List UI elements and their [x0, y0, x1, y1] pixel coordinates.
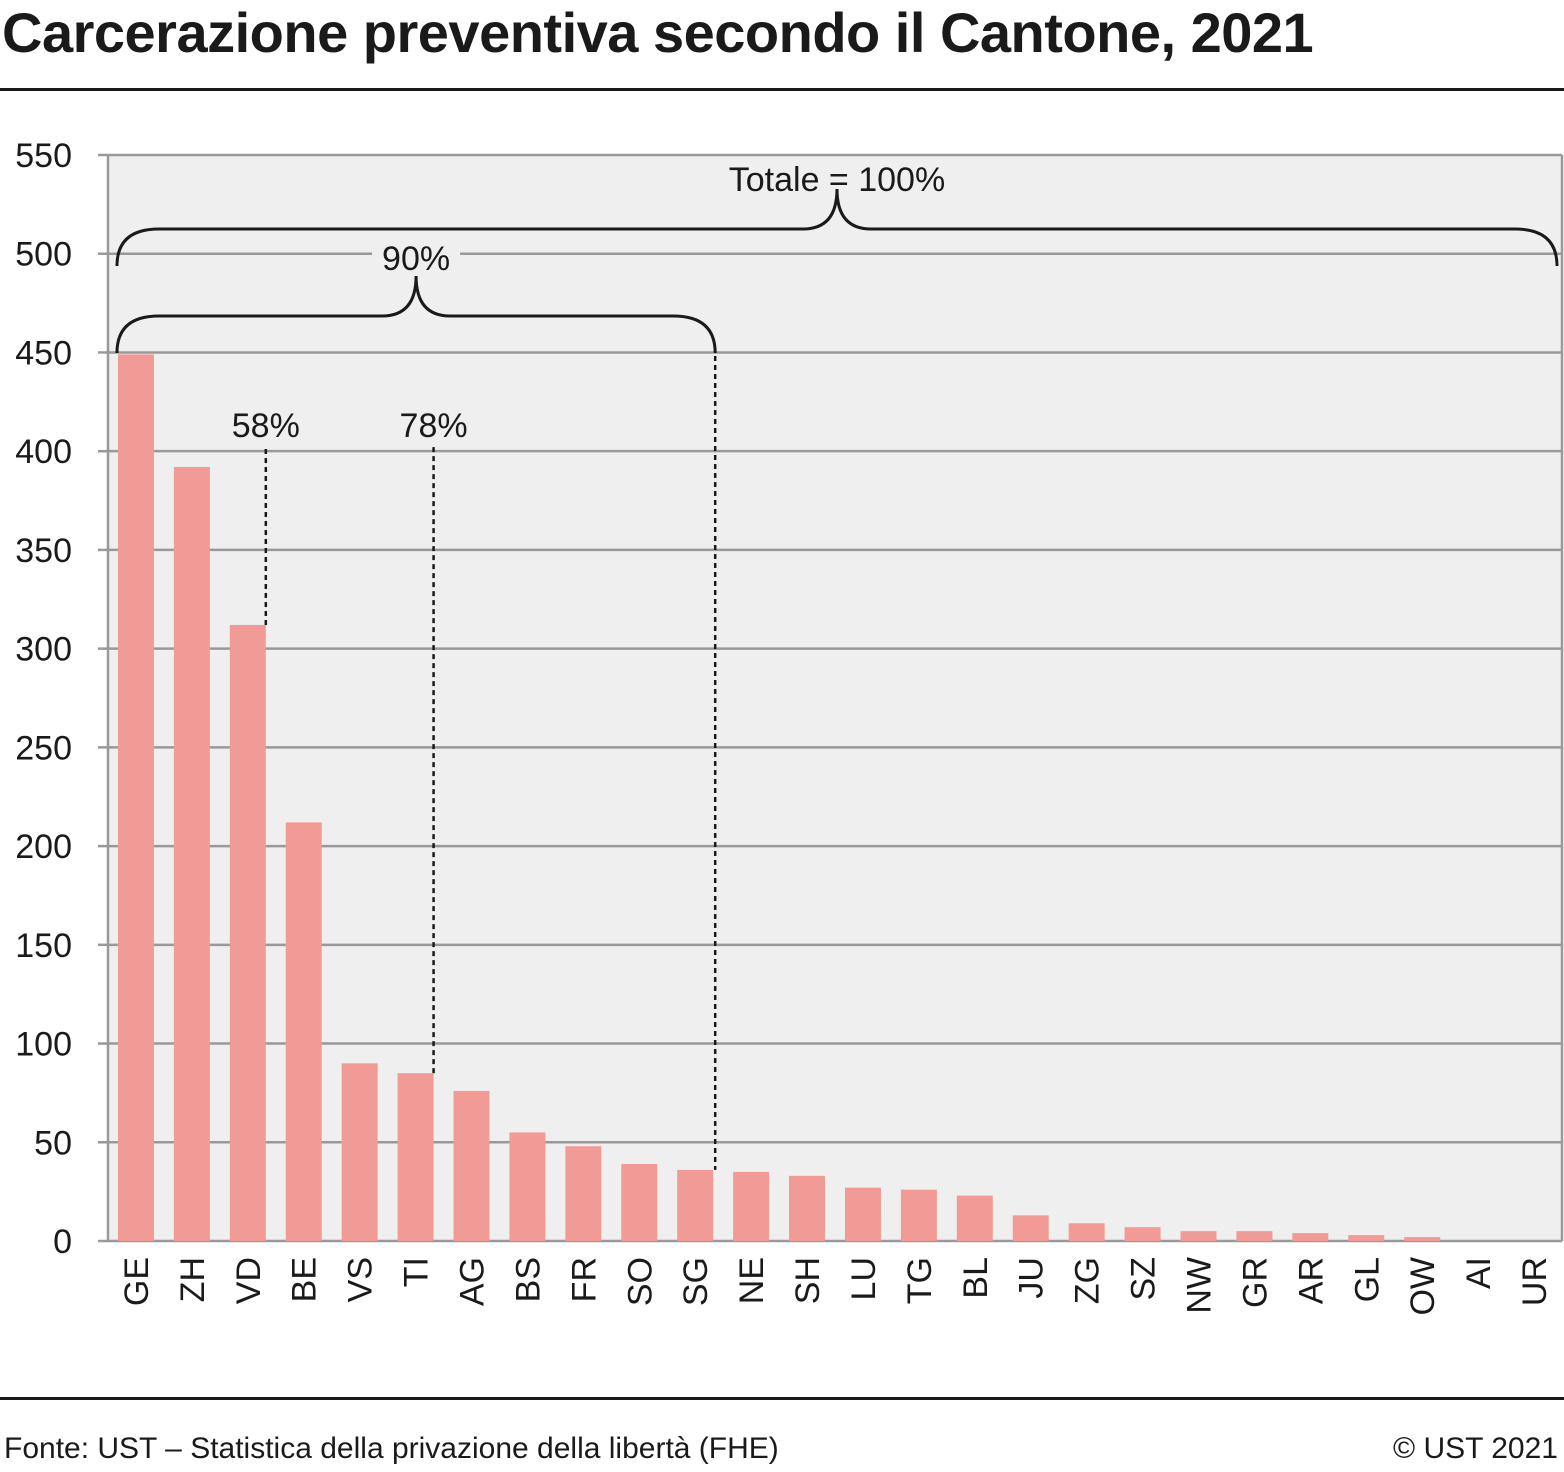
x-axis-ticks: GE ZH VD BE VS TI AG BS FR SO SG NE SH LU TG BL JU ZG SZ NW… — [118, 1257, 1554, 1316]
bar-SO — [621, 1163, 658, 1241]
y-tick-label: 0 — [53, 1223, 72, 1261]
x-tick-label: VS — [342, 1257, 380, 1302]
x-tick-label: ZH — [174, 1257, 212, 1302]
bar-SZ — [1124, 1227, 1161, 1241]
footer-divider — [0, 1397, 1564, 1400]
bar-ZG — [1068, 1223, 1105, 1241]
x-tick-label: GR — [1236, 1257, 1274, 1308]
title-divider — [0, 88, 1564, 91]
bar-SH — [789, 1175, 826, 1241]
bar-GE — [117, 354, 154, 1241]
x-tick-label: AG — [454, 1257, 492, 1306]
brace-total — [115, 188, 1559, 267]
x-tick-label: BE — [286, 1257, 324, 1302]
chart-title: Carcerazione preventiva secondo il Canto… — [2, 1, 1314, 64]
bar-FR — [565, 1146, 602, 1241]
x-tick-label: TI — [398, 1257, 436, 1287]
bar-GR — [1236, 1231, 1273, 1241]
y-tick-label: 300 — [15, 631, 72, 669]
bar-BL — [956, 1195, 993, 1241]
y-tick-label: 150 — [15, 927, 72, 965]
bar-GL — [1348, 1235, 1385, 1241]
y-tick-label: 350 — [15, 532, 72, 570]
x-tick-label: SG — [677, 1257, 715, 1306]
y-tick-label: 400 — [15, 433, 72, 471]
bar-JU — [1012, 1215, 1049, 1241]
annotations: 58% 78% 90% Totale = 100% — [115, 161, 1559, 1170]
y-tick-label: 100 — [15, 1026, 72, 1064]
brace-total-label: Totale = 100% — [729, 161, 945, 199]
bars — [117, 354, 1441, 1242]
x-tick-label: ZG — [1069, 1257, 1107, 1304]
bar-chart: 0 50 100 150 200 250 300 350 400 450 500 550 GE ZH VD… — [15, 137, 1564, 1316]
x-tick-label: JU — [1013, 1257, 1051, 1299]
bar-SG — [677, 1169, 714, 1241]
cumulative-marker-label: 58% — [232, 407, 300, 445]
bar-AR — [1292, 1233, 1329, 1241]
x-tick-label: NE — [733, 1257, 771, 1304]
bar-ZH — [173, 466, 210, 1242]
bar-TI — [397, 1073, 434, 1241]
x-tick-label: LU — [845, 1257, 883, 1300]
bar-BE — [285, 822, 322, 1241]
bar-AG — [453, 1090, 490, 1241]
cumulative-marker-label: 78% — [400, 407, 468, 445]
x-tick-label: SH — [789, 1257, 827, 1304]
x-tick-label: FR — [565, 1257, 603, 1302]
brace-90 — [115, 275, 717, 354]
x-tick-label: AR — [1292, 1257, 1330, 1304]
y-tick-label: 50 — [34, 1124, 72, 1162]
bar-NW — [1180, 1231, 1217, 1241]
bar-OW — [1404, 1237, 1441, 1241]
x-tick-label: TG — [901, 1257, 939, 1304]
y-tick-label: 250 — [15, 729, 72, 767]
y-axis-ticks: 0 50 100 150 200 250 300 350 400 450 500 550 — [15, 137, 72, 1261]
bar-NE — [733, 1171, 770, 1241]
x-tick-label: BS — [509, 1257, 547, 1302]
x-tick-label: UR — [1516, 1257, 1554, 1306]
bar-VD — [229, 624, 266, 1241]
x-tick-label: SZ — [1125, 1257, 1163, 1300]
bar-TG — [900, 1189, 937, 1241]
y-tick-label: 500 — [15, 236, 72, 274]
brace-90-label-bg — [372, 236, 461, 274]
y-tick-label: 200 — [15, 828, 72, 866]
y-tick-label: 450 — [15, 334, 72, 372]
brace-90-label: 90% — [382, 240, 450, 278]
x-tick-label: AI — [1460, 1257, 1498, 1289]
x-tick-label: VD — [230, 1257, 268, 1304]
x-tick-label: OW — [1404, 1257, 1442, 1316]
source-note: Fonte: UST – Statistica della privazione… — [4, 1432, 779, 1465]
bar-BS — [509, 1132, 546, 1241]
x-tick-label: NW — [1181, 1257, 1219, 1314]
x-tick-label: SO — [621, 1257, 659, 1306]
x-tick-label: GE — [118, 1257, 156, 1306]
plot-background — [108, 155, 1562, 1241]
x-tick-label: GL — [1348, 1257, 1386, 1302]
bar-LU — [844, 1187, 881, 1241]
copyright-note: © UST 2021 — [1393, 1432, 1558, 1465]
bar-VS — [341, 1063, 378, 1241]
y-tick-label: 550 — [15, 137, 72, 175]
x-tick-label: BL — [957, 1257, 995, 1299]
